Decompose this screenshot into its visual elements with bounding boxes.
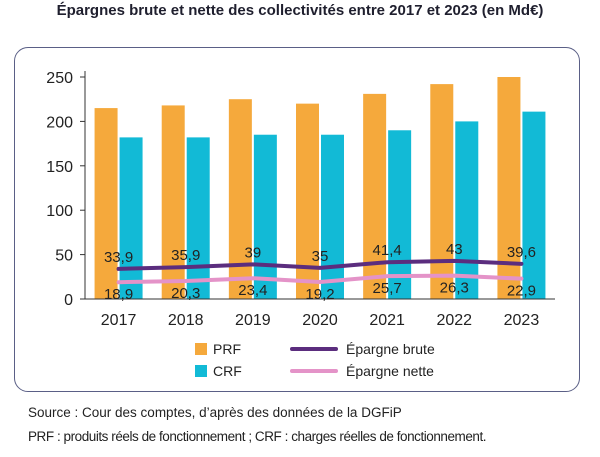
data-label-epargne-nette-2022: 26,3 [440, 280, 469, 297]
legend-line-epargne-brute [290, 347, 338, 351]
legend-swatch-crf [195, 365, 207, 377]
data-label-epargne-brute-2019: 39 [245, 244, 262, 261]
bar-crf-2022 [455, 121, 479, 300]
bar-crf-2023 [522, 111, 546, 299]
data-label-epargne-brute-2022: 43 [446, 241, 463, 258]
bar-crf-2018 [186, 137, 210, 299]
bar-prf-2020 [296, 103, 319, 299]
line-epargne-nette [116, 273, 524, 285]
bar-crf-2017 [119, 137, 143, 299]
legend-label-epargne-brute: Épargne brute [346, 341, 435, 357]
bar-crf-2019 [253, 134, 277, 299]
data-label-epargne-brute-2020: 35 [312, 248, 329, 265]
line-epargne-brute [116, 258, 524, 271]
bar-prf-2021 [363, 93, 387, 299]
data-label-epargne-brute-2017: 33,9 [104, 249, 133, 266]
legend-swatch-prf [195, 343, 207, 355]
data-label-epargne-nette-2020: 19,2 [305, 286, 334, 303]
legend-label-crf: CRF [213, 363, 242, 379]
legend: PRF CRF Épargne brute Épargne nette [195, 340, 495, 380]
source-note: Source : Cour des comptes, d’après des d… [28, 405, 402, 420]
x-tick-label-2022: 2022 [436, 312, 472, 329]
notes: Source : Cour des comptes, d’après des d… [28, 402, 598, 450]
legend-label-epargne-nette: Épargne nette [346, 363, 434, 379]
y-tick-label-3: 150 [46, 159, 73, 176]
x-tick-label-2018: 2018 [168, 312, 204, 329]
bar-prf-2017 [94, 108, 118, 299]
bar-prf-2022 [430, 84, 454, 299]
legend-line-epargne-nette [290, 369, 338, 373]
data-label-epargne-nette-2023: 22,9 [507, 283, 536, 300]
bar-crf-2021 [388, 130, 412, 299]
data-label-epargne-brute-2023: 39,6 [507, 244, 536, 261]
data-label-epargne-brute-2021: 41,4 [373, 242, 402, 259]
x-tick-label-2020: 2020 [302, 312, 338, 329]
bar-prf-2018 [161, 105, 185, 299]
data-label-epargne-nette-2018: 20,3 [171, 285, 200, 302]
x-tick-label-2023: 2023 [504, 312, 540, 329]
bar-crf-2020 [321, 134, 344, 299]
chart-plot: 0 50 100 150 200 250 2017 2018 2019 2020 2021 2022 2… [46, 70, 555, 329]
chart-title: Épargnes brute et nette des collectivité… [56, 2, 544, 19]
data-label-epargne-nette-2019: 23,4 [238, 282, 267, 299]
data-label-epargne-brute-2018: 35,9 [171, 247, 200, 264]
definitions-note: PRF : produits réels de fonctionnement ;… [28, 429, 487, 444]
legend-label-prf: PRF [213, 341, 241, 357]
data-label-epargne-nette-2021: 25,7 [373, 280, 402, 297]
x-tick-label-2019: 2019 [235, 312, 271, 329]
y-tick-label-0: 0 [64, 292, 73, 309]
bar-prf-2023 [497, 77, 521, 299]
chart-frame [14, 47, 580, 392]
x-tick-label-2017: 2017 [101, 312, 137, 329]
data-label-epargne-nette-2017: 18,9 [104, 286, 133, 303]
bar-prf-2019 [228, 99, 252, 299]
y-tick-label-4: 200 [46, 114, 73, 131]
y-tick-label-5: 250 [46, 70, 73, 87]
y-tick-label-2: 100 [46, 203, 73, 220]
y-tick-label-1: 50 [55, 248, 73, 265]
x-tick-label-2021: 2021 [369, 312, 405, 329]
